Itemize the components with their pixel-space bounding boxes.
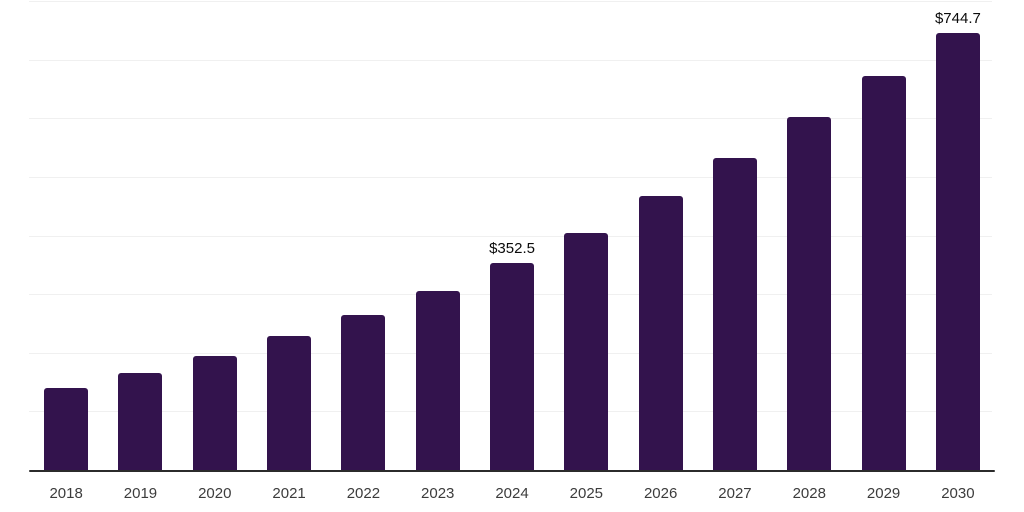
gridline xyxy=(29,235,992,237)
bar-2018 xyxy=(44,387,89,470)
x-tick-2027: 2027 xyxy=(718,485,752,502)
bar-2027 xyxy=(712,157,757,470)
bars-container: $352.5 $744.7 xyxy=(29,1,995,470)
x-tick-2030: 2030 xyxy=(941,485,975,502)
bar-2026 xyxy=(638,195,683,470)
bar-slot: $744.7 xyxy=(921,1,995,470)
data-label-2024: $352.5 xyxy=(489,240,535,258)
gridline xyxy=(29,1,992,2)
bar-2025 xyxy=(564,232,609,470)
x-tick-2021: 2021 xyxy=(272,485,306,502)
x-axis-tick-labels: 2018 2019 2020 2021 2022 2023 2024 2025 2026 2027… xyxy=(29,472,995,501)
bar-2030 xyxy=(935,33,980,470)
plot-area: $352.5 $744.7 xyxy=(29,1,995,472)
gridline xyxy=(29,59,992,61)
x-tick-2029: 2029 xyxy=(866,485,901,502)
bar-slot: $352.5 xyxy=(475,1,549,470)
x-tick-2028: 2028 xyxy=(792,485,826,502)
data-label-2030: $744.7 xyxy=(934,10,981,28)
x-tick-2020: 2020 xyxy=(198,485,232,502)
bar-2023 xyxy=(415,290,460,470)
bar-slot xyxy=(401,1,475,470)
bar-2022 xyxy=(341,315,386,470)
bar-2024 xyxy=(490,263,535,470)
bar-slot xyxy=(772,1,846,470)
bar-2020 xyxy=(192,356,237,470)
x-tick-2023: 2023 xyxy=(421,485,455,502)
x-tick-2024: 2024 xyxy=(495,485,529,502)
bar-slot xyxy=(103,1,177,470)
x-tick-2018: 2018 xyxy=(49,485,83,502)
bar-2029 xyxy=(861,76,906,470)
bar-slot xyxy=(29,1,103,470)
bar-slot xyxy=(549,1,623,470)
bar-slot xyxy=(846,1,920,470)
x-tick-2026: 2026 xyxy=(643,485,678,502)
bar-slot xyxy=(178,1,252,470)
bar-slot xyxy=(698,1,772,470)
bar-2021 xyxy=(267,336,312,470)
bar-slot xyxy=(624,1,698,470)
bar-2019 xyxy=(118,373,163,470)
bar-slot xyxy=(326,1,400,470)
x-tick-2019: 2019 xyxy=(123,485,158,502)
x-axis-line xyxy=(29,470,995,472)
bar-slot xyxy=(252,1,326,470)
x-tick-2022: 2022 xyxy=(346,485,381,502)
gridline xyxy=(29,118,992,120)
gridline xyxy=(29,176,992,178)
bar-2028 xyxy=(787,116,832,470)
x-tick-2025: 2025 xyxy=(569,485,604,502)
